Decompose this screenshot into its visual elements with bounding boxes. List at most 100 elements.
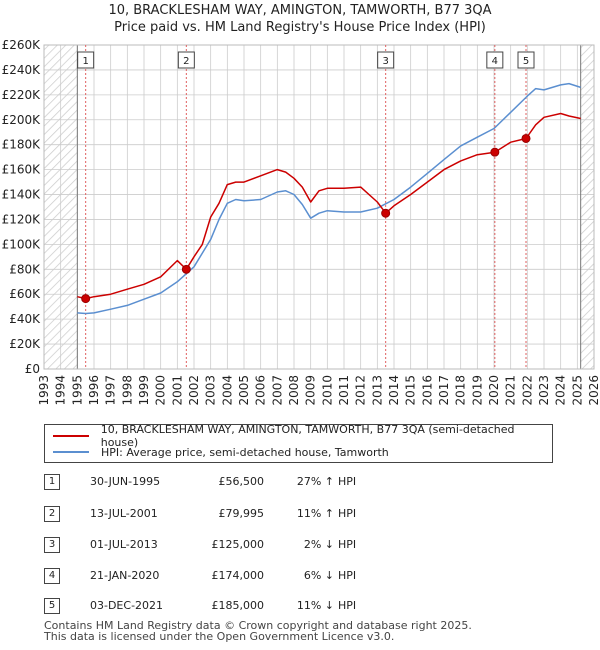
x-tick-label: 2005 [237, 375, 251, 406]
x-tick-label: 2015 [404, 375, 418, 406]
x-tick-label: 2022 [520, 375, 534, 406]
sale-reference: HPI [338, 475, 357, 488]
sale-4-point [490, 147, 500, 157]
pct-value: 2% [303, 538, 322, 551]
pct-value: 11% [296, 507, 322, 520]
price-chart: £0 £20K £40K £60K £80K £100K £120K £140K £160K £1… [2, 38, 600, 406]
x-tick-label: 2021 [504, 375, 518, 406]
table-row: 1 30-JUN-1995 £56,500 27% ↑ HPI [44, 474, 524, 490]
sale-percent: 11% ↑ [274, 507, 334, 520]
post-data-hatch [580, 45, 594, 369]
y-tick-label: £20K [9, 337, 41, 351]
sale-percent: 11% ↓ [274, 599, 334, 612]
sale-percent: 2% ↓ [274, 538, 334, 551]
x-tick-label: 2008 [287, 375, 301, 406]
x-tick-label: 2006 [254, 375, 268, 406]
x-tick-label: 2007 [270, 375, 284, 406]
legend-property-swatch [53, 435, 89, 437]
sale-3-point [381, 208, 391, 218]
x-tick-label: 2026 [587, 375, 600, 406]
x-tick-label: 2013 [370, 375, 384, 406]
sale-badge: 1 [44, 474, 60, 490]
sale-badge: 5 [44, 598, 60, 614]
sale-2-point [181, 264, 191, 274]
x-tick-label: 1996 [87, 375, 101, 406]
hpi-line [77, 82, 581, 315]
chart-title: 10, BRACKLESHAM WAY, AMINGTON, TAMWORTH,… [0, 2, 600, 36]
x-tick-label: 2018 [454, 375, 468, 406]
y-tick-label: £100K [2, 237, 42, 251]
sale-date: 30-JUN-1995 [90, 475, 161, 488]
x-tick-label: 2025 [570, 375, 584, 406]
y-tick-label: £40K [9, 312, 41, 326]
legend-property: 10, BRACKLESHAM WAY, AMINGTON, TAMWORTH,… [53, 423, 552, 449]
x-tick-label: 2010 [320, 375, 334, 406]
x-tick-label: 1993 [37, 375, 51, 406]
x-tick-label: 2002 [187, 375, 201, 406]
title-line-1: 10, BRACKLESHAM WAY, AMINGTON, TAMWORTH,… [108, 3, 492, 18]
sale-5-label: 5 [523, 56, 529, 67]
legend-property-label: 10, BRACKLESHAM WAY, AMINGTON, TAMWORTH,… [100, 423, 515, 449]
x-tick-label: 1997 [104, 375, 118, 406]
sale-price: £125,000 [211, 538, 265, 551]
sale-2-label: 2 [183, 56, 189, 67]
y-tick-label: £80K [9, 262, 41, 276]
sale-3-label-box [377, 51, 395, 69]
property-price-line [77, 112, 581, 300]
x-tick-label: 2009 [304, 375, 318, 406]
sale-badge: 3 [44, 537, 60, 553]
x-tick-label: 2024 [554, 375, 568, 406]
y-tick-label: £220K [2, 88, 42, 102]
sale-badge: 4 [44, 568, 60, 584]
arrow-icon: ↑ [324, 507, 334, 520]
pct-value: 27% [296, 475, 322, 488]
table-row: 4 21-JAN-2020 £174,000 6% ↓ HPI [44, 568, 524, 584]
table-row: 3 01-JUL-2013 £125,000 2% ↓ HPI [44, 537, 524, 553]
x-tick-label: 1995 [70, 375, 84, 406]
sale-reference: HPI [338, 569, 357, 582]
legend-hpi: HPI: Average price, semi-detached house,… [53, 444, 389, 460]
sale-price: £56,500 [218, 475, 265, 488]
arrow-icon: ↓ [324, 599, 334, 612]
x-tick-label: 1994 [54, 375, 68, 406]
x-tick-label: 2023 [537, 375, 551, 406]
x-tick-label: 2014 [387, 375, 401, 406]
sale-2-label-box [177, 51, 195, 69]
y-tick-label: £160K [2, 163, 42, 177]
sale-4-label: 4 [492, 56, 498, 67]
y-tick-label: £240K [2, 63, 42, 77]
x-tick-label: 2017 [437, 375, 451, 406]
footer: Contains HM Land Registry data © Crown c… [44, 620, 472, 642]
x-tick-label: 2016 [420, 375, 434, 406]
x-tick-label: 1999 [137, 375, 151, 406]
y-tick-label: £260K [2, 38, 42, 52]
sale-5-label-box [517, 51, 535, 69]
x-tick-label: 2000 [154, 375, 168, 406]
sale-date: 21-JAN-2020 [90, 569, 160, 582]
x-tick-label: 2020 [487, 375, 501, 406]
x-tick-label: 2011 [337, 375, 351, 406]
x-tick-label: 1998 [120, 375, 134, 406]
sale-reference: HPI [338, 599, 357, 612]
table-row: 2 13-JUL-2001 £79,995 11% ↑ HPI [44, 506, 524, 522]
sale-reference: HPI [338, 507, 357, 520]
legend-hpi-label: HPI: Average price, semi-detached house,… [101, 445, 389, 459]
sale-1-point [81, 294, 91, 304]
sale-1-label: 1 [82, 56, 88, 67]
sale-5-point [521, 133, 531, 143]
arrow-icon: ↑ [324, 475, 334, 488]
sale-1-label-box [77, 51, 95, 69]
x-tick-label: 2003 [204, 375, 218, 406]
sale-4-label-box [486, 51, 504, 69]
sale-badge: 2 [44, 506, 60, 522]
sale-date: 03-DEC-2021 [90, 599, 164, 612]
arrow-icon: ↓ [324, 538, 334, 551]
sale-date: 13-JUL-2001 [90, 507, 158, 520]
x-tick-label: 2019 [470, 375, 484, 406]
sale-3-label: 3 [382, 56, 388, 67]
pct-value: 6% [303, 569, 322, 582]
y-tick-label: £180K [2, 138, 42, 152]
sale-percent: 6% ↓ [274, 569, 334, 582]
table-row: 5 03-DEC-2021 £185,000 11% ↓ HPI [44, 598, 524, 614]
y-tick-label: £0 [25, 362, 40, 376]
